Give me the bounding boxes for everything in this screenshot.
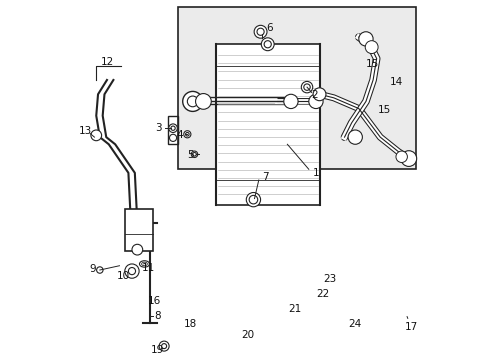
Circle shape [257,28,264,35]
Circle shape [347,130,362,144]
Text: 11: 11 [142,262,155,273]
Circle shape [171,126,175,130]
Circle shape [365,41,377,54]
Circle shape [264,41,271,48]
Text: 2: 2 [310,90,317,100]
Text: 24: 24 [347,319,361,329]
Text: 3: 3 [155,123,162,133]
Circle shape [254,25,266,38]
Circle shape [187,96,198,107]
Circle shape [169,134,176,141]
Text: 7: 7 [262,172,268,182]
Circle shape [97,267,103,273]
Circle shape [248,195,257,204]
Circle shape [183,91,203,111]
Circle shape [400,151,416,166]
Polygon shape [124,208,153,251]
Circle shape [301,81,312,93]
Text: 1: 1 [312,168,319,178]
Circle shape [185,132,189,136]
Text: 10: 10 [116,271,129,281]
Text: 14: 14 [389,77,402,87]
Text: 18: 18 [183,319,197,329]
Circle shape [312,88,325,101]
Circle shape [395,151,407,162]
Circle shape [358,32,372,46]
Text: 19: 19 [150,345,163,355]
Circle shape [162,343,166,348]
Circle shape [192,153,196,156]
Text: 6: 6 [265,23,272,33]
Circle shape [308,94,323,109]
Circle shape [124,264,139,278]
Circle shape [246,193,260,207]
Circle shape [195,94,211,109]
Text: 17: 17 [404,322,417,332]
Text: 16: 16 [147,296,161,306]
Bar [178,7,415,169]
Text: 9: 9 [89,264,96,274]
Text: 23: 23 [323,274,336,284]
Text: 21: 21 [288,304,301,314]
Text: 5: 5 [187,150,194,160]
Text: 4: 4 [176,130,183,140]
Circle shape [303,84,309,90]
Circle shape [159,341,169,351]
Text: 12: 12 [100,57,113,67]
Text: 20: 20 [240,330,253,341]
Text: 15: 15 [377,105,390,115]
Circle shape [91,130,102,141]
Circle shape [183,131,190,138]
Text: 22: 22 [316,289,329,298]
Circle shape [191,151,197,157]
Polygon shape [216,44,319,205]
Text: 13: 13 [79,126,92,136]
Circle shape [261,38,274,51]
Text: 15: 15 [365,59,378,69]
Circle shape [132,244,142,255]
Circle shape [283,94,298,109]
Text: 8: 8 [154,311,161,321]
Circle shape [168,124,177,132]
Circle shape [128,267,135,275]
